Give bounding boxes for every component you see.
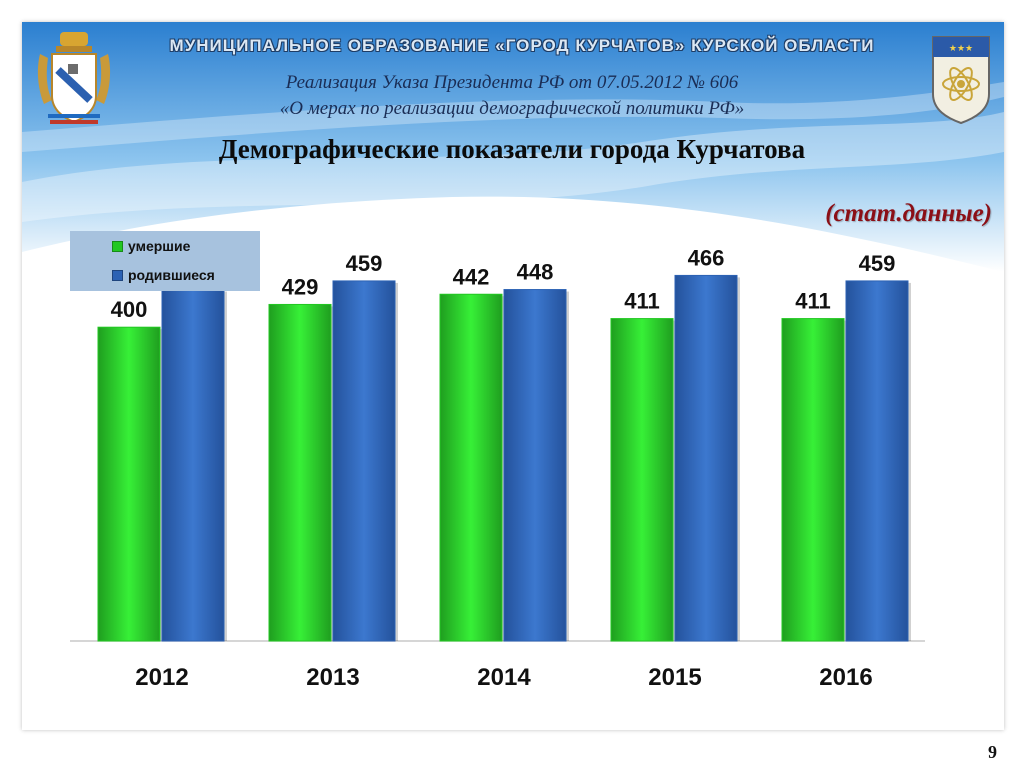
kursk-oblast-coat-of-arms-icon (34, 30, 114, 137)
bar-births-2015 (674, 274, 738, 642)
slide: ★★★ МУНИЦИПАЛЬНОЕ ОБРАЗОВАНИЕ «ГОРОД КУР… (22, 22, 1004, 730)
legend-item-births: родившиеся (112, 267, 215, 283)
bar-births-2014 (503, 289, 567, 642)
bar-births-2012 (161, 289, 225, 642)
organization-title: МУНИЦИПАЛЬНОЕ ОБРАЗОВАНИЕ «ГОРОД КУРЧАТО… (169, 36, 875, 55)
legend-label-deaths: умершие (128, 238, 191, 254)
data-label-deaths-2014: 442 (453, 264, 490, 289)
data-label-deaths-2013: 429 (282, 274, 319, 299)
bar-deaths-2015 (610, 318, 674, 642)
svg-text:★★★: ★★★ (949, 44, 973, 54)
legend-label-births: родившиеся (128, 267, 215, 283)
x-tick-label-2014: 2014 (477, 664, 531, 691)
bar-deaths-2013 (268, 303, 332, 642)
bar-births-2016 (845, 280, 909, 642)
bar-chart: 4004482012429459201344244820144114662015… (70, 245, 925, 691)
data-label-deaths-2012: 400 (111, 297, 148, 322)
stat-data-note: (стат.данные) (825, 200, 992, 227)
bar-deaths-2016 (781, 318, 845, 642)
bar-deaths-2012 (97, 326, 161, 642)
legend-swatch-births (112, 269, 123, 281)
data-label-deaths-2016: 411 (795, 289, 831, 314)
data-label-births-2016: 459 (859, 251, 896, 276)
data-label-births-2014: 448 (517, 260, 554, 285)
x-tick-label-2013: 2013 (306, 664, 359, 691)
decree-line-1: Реализация Указа Президента РФ от 07.05.… (285, 72, 739, 93)
data-label-deaths-2015: 411 (624, 289, 660, 314)
bar-deaths-2014 (439, 293, 503, 642)
legend-item-deaths: умершие (112, 238, 190, 254)
x-tick-label-2016: 2016 (819, 664, 872, 691)
data-label-births-2015: 466 (688, 245, 725, 270)
page-number: 9 (988, 742, 997, 762)
x-tick-label-2015: 2015 (648, 664, 701, 691)
bar-births-2013 (332, 280, 396, 642)
x-tick-label-2012: 2012 (135, 664, 188, 691)
data-label-births-2013: 459 (346, 251, 383, 276)
decree-line-2: «О мерах по реализации демографической п… (279, 98, 745, 119)
kurchatov-coat-of-arms-icon: ★★★ (930, 34, 992, 131)
page-title: Демографические показатели города Курчат… (218, 134, 806, 164)
chart-legend: умершие родившиеся (70, 231, 260, 291)
legend-swatch-deaths (112, 240, 123, 252)
header-background (22, 22, 1004, 272)
